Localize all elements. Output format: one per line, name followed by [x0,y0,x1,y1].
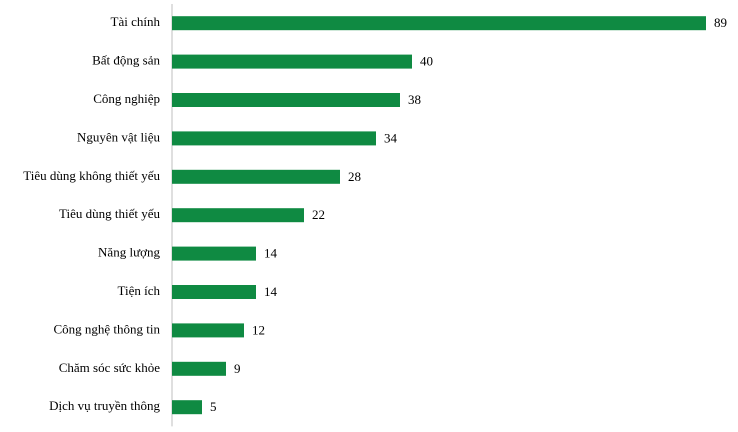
bar [172,361,226,376]
bar [172,131,376,146]
value-label: 38 [408,92,421,107]
value-label: 40 [420,54,433,69]
bar [172,246,256,261]
bar [172,285,256,299]
category-label: Công nghiệp [93,91,160,106]
bar [172,169,340,184]
value-label: 28 [348,169,361,184]
category-label: Bất động sản [92,53,160,68]
value-label: 5 [210,399,217,414]
bar [172,323,244,338]
value-label: 22 [312,207,325,222]
bar [172,54,412,69]
bar [172,208,304,223]
value-label: 14 [264,246,278,261]
category-label: Tiêu dùng không thiết yếu [23,168,160,183]
category-label: Tiện ích [118,283,161,298]
value-label: 9 [234,361,241,376]
value-label: 34 [384,130,398,145]
category-label: Tài chính [111,14,161,29]
value-label: 89 [714,15,727,30]
category-label: Chăm sóc sức khỏe [59,360,161,375]
category-label: Tiêu dùng thiết yếu [59,206,160,221]
bar [172,400,202,415]
value-label: 12 [252,322,265,337]
bar [172,16,706,31]
bar [172,93,400,107]
category-label: Năng lượng [98,245,160,260]
category-label: Công nghệ thông tin [53,321,160,336]
category-label: Dịch vụ truyền thông [49,398,160,413]
category-label: Nguyên vật liệu [77,129,161,144]
value-label: 14 [264,284,278,299]
